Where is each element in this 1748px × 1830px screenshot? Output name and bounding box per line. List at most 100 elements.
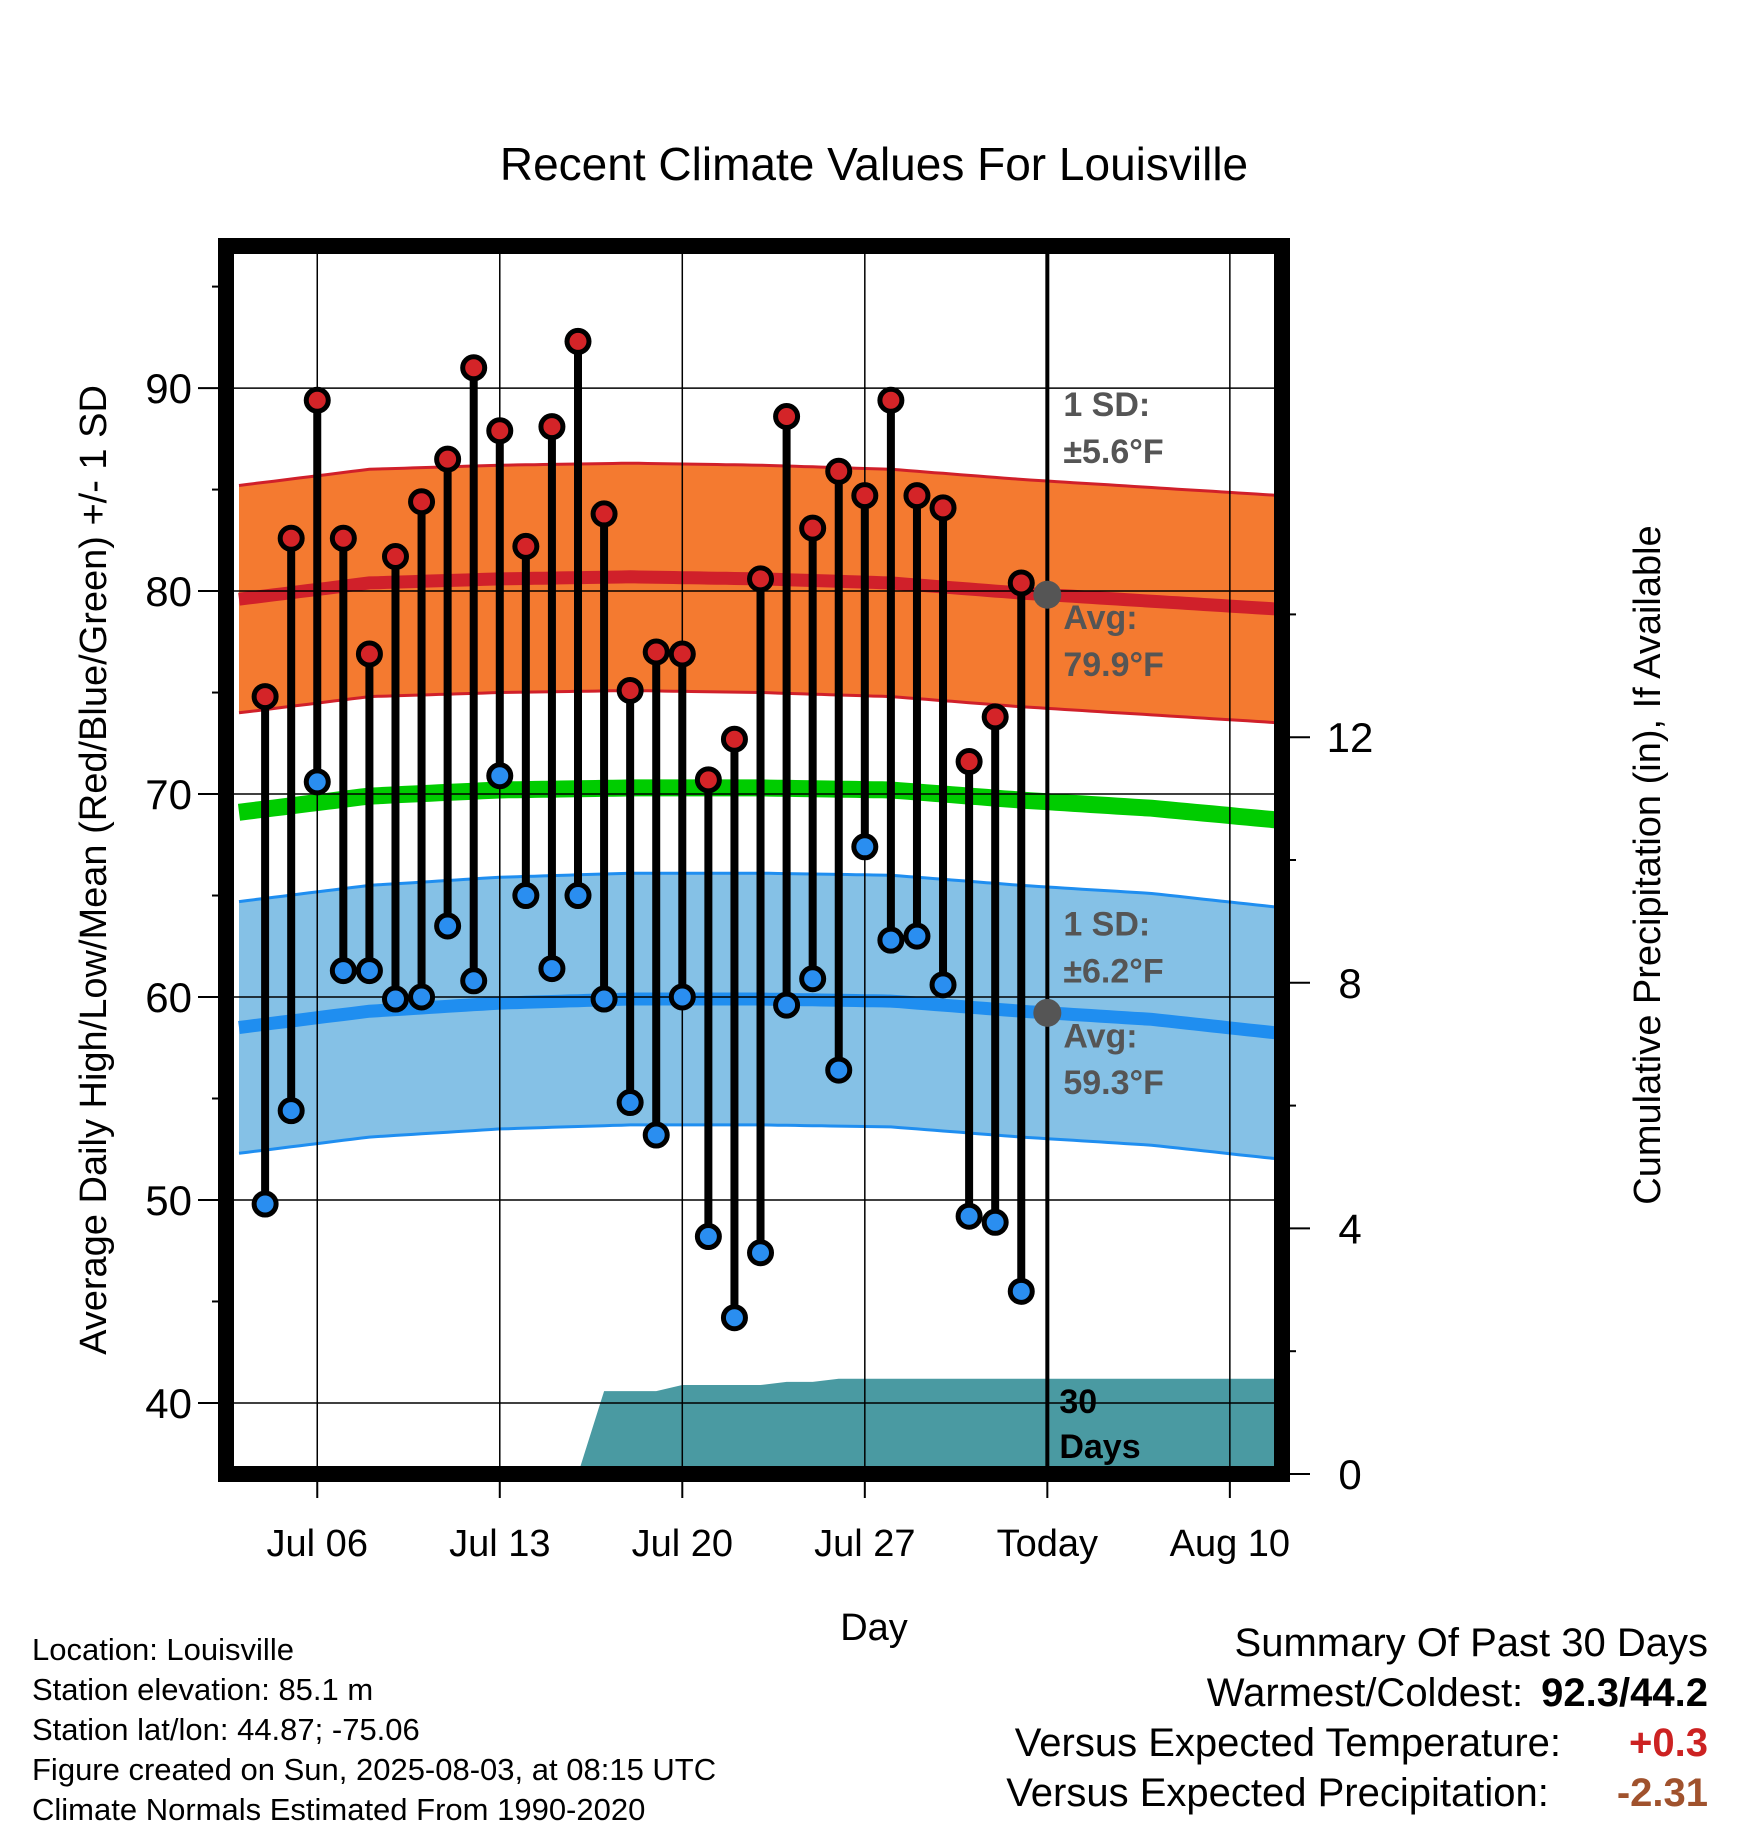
- daily-high-point: [851, 482, 879, 510]
- station-info: Location: Louisville Station elevation: …: [32, 1630, 716, 1830]
- daily-low-point: [955, 1202, 983, 1230]
- daily-low-point: [512, 882, 540, 910]
- x-tick-label: Aug 10: [1170, 1523, 1290, 1565]
- daily-high-point: [825, 457, 853, 485]
- precip-value: -2.31: [1616, 1771, 1708, 1815]
- daily-high-point: [981, 703, 1009, 731]
- today-high-avg-marker: [1033, 580, 1062, 609]
- daily-high-point: [903, 482, 931, 510]
- daily-low-point: [486, 762, 514, 790]
- created-text: Figure created on Sun, 2025-08-03, at 08…: [32, 1752, 717, 1787]
- precip-label: Versus Expected Precipitation:: [1006, 1771, 1549, 1815]
- daily-high-point: [277, 524, 305, 552]
- y-right-tick-label: 4: [1338, 1205, 1361, 1252]
- daily-high-point: [694, 766, 722, 794]
- daily-low-point: [694, 1223, 722, 1251]
- daily-low-point: [277, 1097, 305, 1125]
- daily-low-point: [434, 912, 462, 940]
- daily-low-point: [590, 985, 618, 1013]
- high-avg-value: 79.9°F: [1063, 646, 1164, 684]
- daily-high-point: [877, 386, 905, 414]
- daily-low-point: [564, 882, 592, 910]
- y-axis-label-left: Average Daily High/Low/Mean (Red/Blue/Gr…: [73, 385, 115, 1355]
- low-avg-label: Avg:: [1063, 1017, 1137, 1055]
- daily-high-point: [668, 640, 696, 668]
- plot-area: 1 SD: ±5.6°F Avg: 79.9°F 1 SD: ±6.2°F Avg: 59.3…: [145, 238, 1374, 1565]
- daily-low-point: [851, 833, 879, 861]
- chart-title: Recent Climate Values For Louisville: [500, 138, 1248, 190]
- daily-low-point: [929, 971, 957, 999]
- daily-low-point: [355, 957, 383, 985]
- today-low-avg-marker: [1033, 998, 1062, 1027]
- summary-precip: Versus Expected Precipitation: -2.31: [1006, 1768, 1708, 1818]
- daily-high-point: [355, 640, 383, 668]
- daily-high-point: [460, 354, 488, 382]
- temp-value: +0.3: [1629, 1721, 1708, 1765]
- daily-low-point: [460, 967, 488, 995]
- low-sd-label: 1 SD:: [1063, 906, 1150, 944]
- warm-cold-label: Warmest/Coldest:: [1206, 1671, 1524, 1715]
- x-axis-label: Day: [840, 1607, 908, 1649]
- daily-high-point: [251, 683, 279, 711]
- x-tick-label: Jul 20: [632, 1523, 733, 1565]
- x-tick-label: Jul 27: [814, 1523, 915, 1565]
- low-sd-value: ±6.2°F: [1063, 952, 1163, 990]
- daily-high-point: [642, 638, 670, 666]
- summary-warm-cold: Warmest/Coldest: 92.3/44.2: [1006, 1668, 1708, 1718]
- daily-high-point: [329, 524, 357, 552]
- daily-high-point: [408, 488, 436, 516]
- daily-high-point: [955, 748, 983, 776]
- daily-high-point: [616, 677, 644, 705]
- warm-cold-value: 92.3/44.2: [1541, 1671, 1708, 1715]
- daily-low-point: [903, 922, 931, 950]
- y-tick-label: 50: [145, 1177, 192, 1224]
- daily-low-point: [981, 1208, 1009, 1236]
- y-right-tick-label: 12: [1327, 714, 1374, 761]
- daily-low-point: [251, 1190, 279, 1218]
- high-avg-label: Avg:: [1063, 599, 1137, 637]
- daily-high-point: [303, 386, 331, 414]
- daily-high-point: [434, 445, 462, 473]
- elevation-text: Station elevation: 85.1 m: [32, 1672, 374, 1707]
- y-axis-label-right: Cumulative Precipitation (in), If Availa…: [1627, 525, 1669, 1204]
- temp-label: Versus Expected Temperature:: [1014, 1721, 1562, 1765]
- latlon-text: Station lat/lon: 44.87; -75.06: [32, 1712, 420, 1747]
- daily-high-point: [538, 413, 566, 441]
- x-tick-label: Today: [997, 1523, 1098, 1565]
- x-tick-label: Jul 13: [449, 1523, 550, 1565]
- y-tick-label: 70: [145, 771, 192, 818]
- summary-title: Summary Of Past 30 Days: [1234, 1621, 1708, 1665]
- x-tick-label: Jul 06: [267, 1523, 368, 1565]
- plot-frame: [218, 238, 1290, 1482]
- daily-low-point: [381, 985, 409, 1013]
- high-sd-value: ±5.6°F: [1063, 433, 1163, 471]
- daily-low-point: [877, 926, 905, 954]
- daily-low-point: [329, 957, 357, 985]
- daily-high-point: [381, 543, 409, 571]
- location-text: Location: Louisville: [32, 1632, 294, 1667]
- summary-panel: Summary Of Past 30 Days Warmest/Coldest:…: [1006, 1618, 1708, 1818]
- daily-low-point: [747, 1239, 775, 1267]
- daily-low-point: [773, 991, 801, 1019]
- daily-high-point: [929, 494, 957, 522]
- daily-low-point: [538, 955, 566, 983]
- daily-low-point: [616, 1089, 644, 1117]
- y-tick-label: 80: [145, 568, 192, 615]
- daily-high-point: [512, 532, 540, 560]
- y-tick-label: 60: [145, 974, 192, 1021]
- daily-low-point: [799, 965, 827, 993]
- low-avg-value: 59.3°F: [1063, 1064, 1164, 1102]
- daily-low-point: [720, 1304, 748, 1332]
- daily-high-point: [720, 725, 748, 753]
- daily-high-point: [799, 514, 827, 542]
- daily-high-point: [590, 500, 618, 528]
- daily-high-point: [486, 417, 514, 445]
- y-right-tick-label: 0: [1338, 1451, 1361, 1498]
- y-tick-label: 90: [145, 365, 192, 412]
- high-sd-upper-edge: [238, 461, 1283, 498]
- precipitation-area: [578, 1378, 1282, 1474]
- daily-low-point: [303, 768, 331, 796]
- daily-low-point: [825, 1056, 853, 1084]
- days-word-label: Days: [1059, 1428, 1140, 1466]
